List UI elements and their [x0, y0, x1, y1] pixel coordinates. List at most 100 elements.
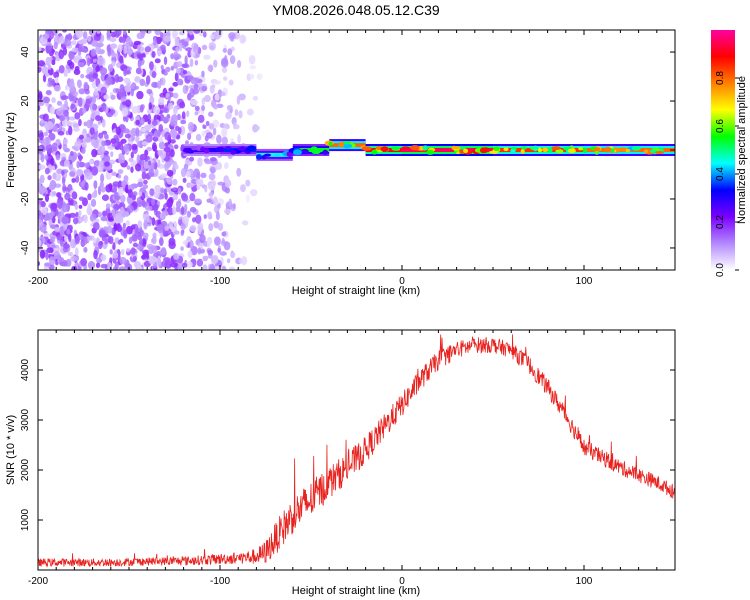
- spectrogram-noise-cell: [180, 230, 184, 237]
- spectrogram-noise-cell: [187, 250, 193, 259]
- spectrogram-noise-cell: [238, 110, 243, 119]
- spectrogram-noise-cell: [193, 45, 199, 54]
- spectrogram-noise-cell: [156, 80, 162, 89]
- spectrogram-noise-cell: [125, 36, 132, 46]
- spectrogram-noise-cell: [39, 174, 45, 184]
- spectrogram-noise-cell: [128, 157, 134, 162]
- spectrogram-noise-cell: [138, 191, 143, 197]
- spectrogram-band-cell: [328, 141, 333, 146]
- spectrogram-noise-cell: [211, 84, 216, 89]
- spectrogram-noise-cell: [234, 124, 240, 130]
- spectrogram-noise-cell: [121, 107, 129, 117]
- spectrogram-noise-cell: [214, 265, 221, 270]
- spectrogram-noise-cell: [230, 252, 236, 259]
- spectrogram-noise-cell: [73, 68, 81, 76]
- spectrogram-noise-cell: [77, 97, 83, 107]
- spectrogram-noise-cell: [224, 208, 231, 215]
- spectrogram-noise-cell: [172, 178, 178, 186]
- colorbar-tick-label: 0.6: [715, 119, 726, 133]
- spectrogram-noise-cell: [117, 186, 124, 197]
- spectrogram-noise-cell: [121, 248, 125, 256]
- spectrogram-noise-cell: [124, 133, 131, 139]
- snr-y-ticks: 1000 2000 3000 4000: [20, 358, 675, 531]
- spectrogram-noise-cell: [153, 191, 160, 199]
- spectrogram-noise-cell: [220, 91, 226, 97]
- spectrogram-noise-cell: [79, 38, 88, 45]
- spectrogram-noise-cell: [51, 142, 58, 152]
- spectrogram-noise-cell: [202, 31, 207, 38]
- spectrogram-noise-cell: [172, 34, 177, 39]
- spectrogram-noise-cell: [51, 55, 56, 63]
- spectrogram-noise-cell: [158, 124, 164, 133]
- spectrogram-noise-cell: [201, 105, 206, 111]
- spectrogram-noise-cell: [98, 241, 103, 250]
- spectrogram-noise-cell: [125, 99, 132, 107]
- spectrogram-noise-cell: [97, 211, 103, 218]
- spectrogram-noise-cell: [193, 77, 200, 82]
- spectrogram-band-cell: [555, 149, 564, 154]
- spectrogram-noise-cell: [140, 255, 147, 260]
- spectrogram-noise-cell: [180, 246, 184, 251]
- spectrogram-noise-cell: [174, 37, 179, 44]
- spectrogram-noise-cell: [181, 63, 188, 68]
- spectrogram-noise-cell: [140, 30, 146, 37]
- spectrogram-noise-cell: [213, 59, 218, 68]
- spectrogram-band-cell: [619, 147, 627, 152]
- spectrogram-noise-cell: [168, 221, 173, 229]
- spectrogram-noise-cell: [115, 126, 121, 136]
- spectrogram-noise-cell: [130, 151, 134, 159]
- spectrogram-noise-cell: [50, 211, 55, 217]
- spectrogram-noise-cell: [38, 152, 41, 162]
- spectrogram-noise-cell: [177, 126, 182, 135]
- spectrogram-noise-cell: [38, 90, 43, 101]
- spectrogram-noise-cell: [201, 130, 206, 137]
- snr-x-tick-label: -200: [28, 576, 48, 587]
- spectrogram-noise-cell: [153, 105, 161, 115]
- spectrogram-noise-cell: [81, 48, 89, 53]
- spectrogram-noise-cell: [53, 250, 61, 260]
- spectrogram-noise-cell: [189, 224, 197, 232]
- spectrogram-noise-cell: [196, 182, 201, 191]
- spectrogram-noise-cell: [151, 217, 156, 226]
- spectrogram-noise-cell: [68, 33, 72, 38]
- spectrogram-band-cell: [631, 146, 641, 151]
- spectrogram-band-cell: [603, 146, 612, 153]
- spectrogram-noise-cell: [94, 115, 101, 122]
- spectrogram-noise-cell: [45, 121, 54, 130]
- spectrogram-noise-cell: [110, 138, 116, 144]
- spectrogram-noise-cell: [213, 236, 221, 246]
- spectrogram-noise-cell: [70, 255, 78, 262]
- spectrogram-noise-cell: [148, 160, 152, 166]
- spectrogram-noise-cell: [81, 147, 86, 154]
- spectrogram-noise-cell: [71, 40, 77, 46]
- spectrogram-x-tick-label: 100: [576, 276, 593, 287]
- spectrogram-noise-cell: [165, 177, 172, 182]
- spectrogram-noise-cell: [161, 210, 169, 217]
- spectrogram-noise-cell: [105, 77, 113, 86]
- spectrogram-noise-cell: [195, 178, 201, 185]
- spectrogram-noise-cell: [83, 214, 88, 224]
- colorbar-ticks: 0.0 0.2 0.4 0.6 0.8: [715, 71, 739, 277]
- spectrogram-noise-cell: [127, 48, 134, 56]
- spectrogram-band-cell: [625, 148, 631, 153]
- spectrogram-noise-cell: [193, 30, 201, 34]
- spectrogram-noise-cell: [45, 45, 53, 54]
- spectrogram-noise-cell: [182, 69, 188, 75]
- spectrogram-noise-cell: [40, 201, 46, 208]
- spectrogram-noise-cell: [208, 192, 214, 197]
- spectrogram-noise-cell: [38, 60, 46, 67]
- spectrogram-noise-cell: [208, 223, 214, 232]
- spectrogram-noise-cell: [143, 179, 148, 185]
- spectrogram-noise-cell: [59, 261, 67, 267]
- spectrogram-noise-cell: [252, 95, 259, 101]
- spectrogram-noise-cell: [194, 59, 199, 66]
- spectrogram-noise-cell: [190, 99, 198, 106]
- spectrogram-noise-cell: [127, 184, 135, 191]
- spectrogram-noise-cell: [172, 187, 177, 192]
- spectrogram-noise-cell: [157, 97, 165, 106]
- spectrogram-noise-cell: [223, 123, 230, 129]
- spectrogram-noise-cell: [125, 247, 130, 253]
- spectrogram-noise-cell: [87, 193, 92, 201]
- spectrogram-noise-cell: [164, 225, 170, 231]
- spectrogram-noise-cell: [204, 160, 212, 165]
